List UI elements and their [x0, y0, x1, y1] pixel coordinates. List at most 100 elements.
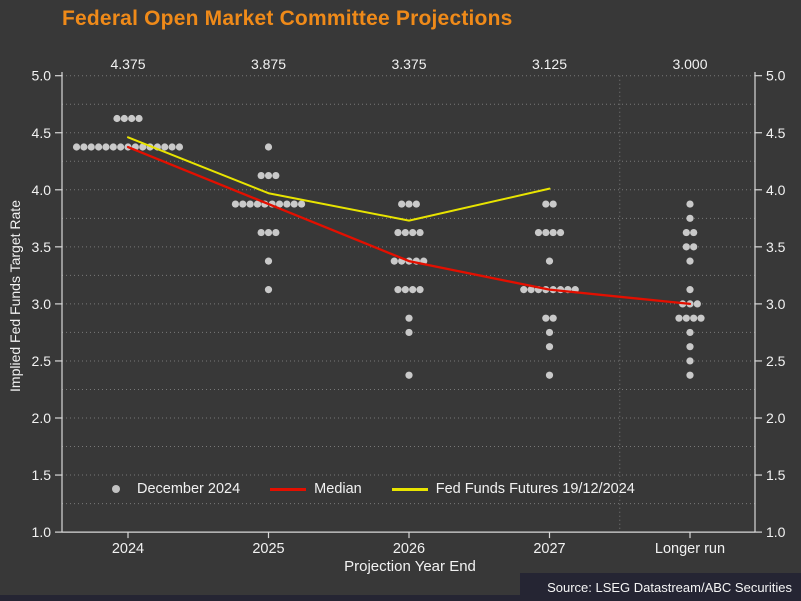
projection-dot-Longer-run-3.375: [686, 257, 694, 265]
median-line: [126, 145, 692, 306]
projection-dot-2027-3.625: [549, 228, 557, 237]
y-tick-label-right-2.0: 2.0: [766, 410, 786, 426]
projection-dot-2024-4.375: [175, 143, 184, 151]
y-tick-label-left-4.5: 4.5: [32, 125, 52, 141]
projection-dot-2024-4.625: [113, 114, 121, 123]
projection-dot-2025-3.625: [264, 228, 273, 237]
projection-dot-Longer-run-3.625: [690, 228, 698, 237]
y-tick-label-right-3.5: 3.5: [766, 239, 786, 255]
y-tick-label-left-2.0: 2.0: [32, 410, 52, 426]
legend: December 2024 Median Fed Funds Futures 1…: [112, 481, 665, 497]
x-tick-label-2026: 2026: [393, 541, 425, 557]
projection-dot-2027-2.625: [545, 343, 554, 351]
projection-dot-2027-3.375: [545, 257, 554, 265]
y-tick-label-right-4.0: 4.0: [766, 182, 786, 198]
x-tick-label-Longer-run: Longer run: [655, 541, 725, 557]
footer-strip: [0, 595, 801, 601]
projection-dot-2026-2.375: [405, 371, 413, 379]
y-tick-label-right-4.5: 4.5: [766, 125, 786, 141]
x-tick-label-2024: 2024: [112, 541, 144, 557]
projection-dot-Longer-run-2.625: [686, 343, 694, 351]
projection-dot-2024-4.375: [95, 143, 103, 151]
projection-dot-Longer-run-3.625: [682, 228, 690, 237]
projection-dot-2026-3.625: [394, 228, 402, 237]
projection-dot-2025-3.875: [246, 200, 254, 208]
projection-dot-Longer-run-2.375: [686, 371, 694, 379]
projection-dot-2025-4.375: [264, 143, 273, 151]
y-tick-label-left-3.0: 3.0: [32, 296, 52, 312]
projection-dot-2025-3.125: [264, 286, 273, 294]
projection-dot-2024-4.375: [161, 143, 169, 151]
projection-dot-2025-4.125: [264, 171, 273, 180]
projection-dot-2026-3.625: [409, 228, 417, 237]
projection-dot-2025-3.625: [272, 228, 280, 237]
projection-dot-2025-3.875: [297, 200, 306, 208]
projection-dot-2026-3.125: [394, 286, 402, 294]
projection-dot-2026-3.625: [401, 228, 409, 237]
projection-dot-2025-3.625: [257, 228, 265, 237]
projection-dot-2026-3.375: [390, 257, 398, 265]
y-tick-label-right-3.0: 3.0: [766, 296, 786, 312]
projection-dot-2024-4.375: [87, 143, 95, 151]
median-value-label-2024: 4.375: [110, 56, 145, 72]
y-tick-label-right-5.0: 5.0: [766, 68, 786, 84]
y-tick-label-left-1.5: 1.5: [32, 467, 52, 483]
projection-dot-Longer-run-2.875: [675, 314, 683, 322]
x-tick-label-2027: 2027: [533, 541, 565, 557]
projection-dot-2026-3.125: [416, 286, 424, 294]
projection-dot-2026-3.875: [398, 200, 406, 208]
projection-dot-2025-3.875: [283, 200, 291, 208]
projection-dot-2025-3.875: [275, 200, 284, 208]
projection-dot-2027-2.875: [542, 314, 550, 322]
median-value-label-2025: 3.875: [251, 56, 286, 72]
projection-dot-2027-3.625: [556, 228, 565, 237]
dot-marker-swatch: [112, 485, 120, 493]
x-tick-label-2025: 2025: [252, 541, 284, 557]
projection-dot-Longer-run-2.875: [682, 314, 690, 322]
y-tick-label-right-2.5: 2.5: [766, 353, 786, 369]
y-axis-title: Implied Fed Funds Target Rate: [7, 200, 23, 392]
y-tick-label-right-1.0: 1.0: [766, 524, 786, 540]
projection-dot-2026-3.875: [405, 200, 413, 208]
projection-dot-2024-4.625: [128, 114, 136, 123]
projection-dot-2025-3.875: [239, 200, 247, 208]
projection-dot-Longer-run-2.875: [697, 314, 705, 322]
median-value-label-2027: 3.125: [532, 56, 567, 72]
legend-item-dots: December 2024: [112, 481, 240, 497]
projection-dot-2026-2.875: [405, 314, 413, 322]
projection-dot-2026-3.125: [401, 286, 409, 294]
projection-dot-2024-4.375: [80, 143, 88, 151]
y-tick-label-right-1.5: 1.5: [766, 467, 786, 483]
projection-dot-Longer-run-2.875: [690, 314, 698, 322]
projection-dot-2024-4.375: [102, 143, 110, 151]
y-tick-label-left-1.0: 1.0: [32, 524, 52, 540]
projection-dot-2026-3.125: [409, 286, 417, 294]
chart-title: Federal Open Market Committee Projection…: [62, 7, 513, 30]
projection-dot-Longer-run-3.5: [690, 243, 698, 251]
legend-label-dots: December 2024: [137, 481, 241, 497]
y-tick-label-left-5.0: 5.0: [32, 68, 52, 84]
projection-dot-2027-3.875: [549, 200, 557, 208]
projection-dot-2027-2.75: [545, 328, 554, 337]
projection-dot-2025-4.125: [272, 171, 280, 180]
projection-dot-2024-4.625: [120, 114, 128, 123]
legend-item-futures: Fed Funds Futures 19/12/2024: [391, 481, 635, 497]
projection-dot-Longer-run-3.75: [686, 214, 694, 222]
projection-dot-2024-4.375: [72, 143, 81, 151]
legend-label-futures: Fed Funds Futures 19/12/2024: [435, 481, 635, 497]
projection-dot-2027-2.375: [545, 371, 554, 379]
source-bar: Source: LSEG Datastream/ABC Securities: [520, 573, 801, 601]
median-value-label-Longer-run: 3.000: [672, 56, 707, 72]
legend-item-median: Median: [270, 481, 362, 497]
projection-dot-2025-3.875: [231, 200, 240, 208]
projection-dot-2025-3.375: [264, 257, 273, 265]
projection-dot-Longer-run-2.75: [686, 328, 694, 337]
projection-dot-2024-4.375: [109, 143, 117, 151]
projection-dot-Longer-run-3.875: [686, 200, 694, 208]
projection-dot-Longer-run-3.125: [686, 286, 694, 294]
projection-dot-2024-4.625: [135, 114, 143, 123]
futures-line-swatch: [391, 487, 428, 491]
median-value-label-2026: 3.375: [391, 56, 426, 72]
y-tick-label-left-3.5: 3.5: [32, 239, 52, 255]
